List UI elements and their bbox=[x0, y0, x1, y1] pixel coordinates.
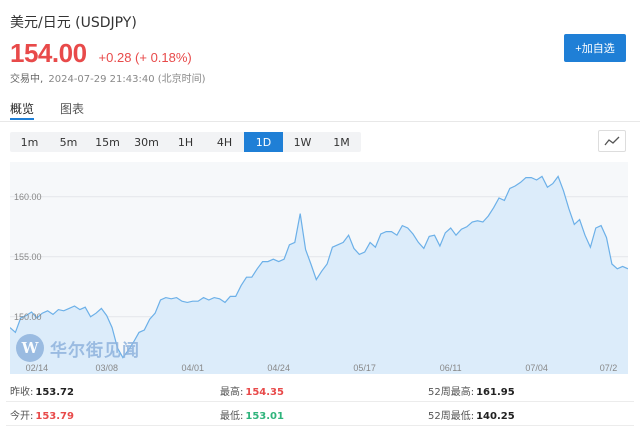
price-chart-svg: 160.00 155.00 150.00 02/14 03/08 04/01 04/24 0… bbox=[10, 162, 628, 374]
y-tick-label: 155.00 bbox=[14, 252, 42, 262]
open-value: 153.79 bbox=[35, 411, 74, 422]
stats-row: 今开: 153.79 最低: 153.01 52周最低: 140.25 bbox=[6, 402, 634, 426]
x-tick-label: 06/11 bbox=[440, 363, 462, 373]
period-4h[interactable]: 4H bbox=[216, 135, 233, 149]
wk52-low-stat: 52周最低: 140.25 bbox=[428, 407, 515, 422]
status-text: 交易中, bbox=[10, 74, 44, 85]
x-tick-label: 05/17 bbox=[353, 363, 376, 373]
line-chart-icon bbox=[604, 136, 620, 146]
add-to-watchlist-button[interactable]: +加自选 bbox=[564, 34, 626, 62]
low-value: 153.01 bbox=[245, 411, 284, 422]
prev-close-value: 153.72 bbox=[35, 387, 74, 398]
wk52-high-value: 161.95 bbox=[476, 387, 515, 398]
wk52-high-stat: 52周最高: 161.95 bbox=[428, 383, 515, 398]
prev-close-stat: 昨收: 153.72 bbox=[10, 383, 74, 398]
period-5m[interactable]: 5m bbox=[59, 135, 78, 149]
last-price: 154.00 bbox=[10, 38, 87, 68]
wallstreetcn-logo-icon: W bbox=[16, 334, 44, 362]
instrument-title: 美元/日元 (USDJPY) bbox=[10, 15, 137, 31]
price-row: 154.00 +0.28 (+ 0.18%) bbox=[10, 38, 192, 69]
x-tick-label: 04/01 bbox=[181, 363, 204, 373]
x-tick-label: 03/08 bbox=[95, 363, 118, 373]
period-1d[interactable]: 1D bbox=[244, 132, 283, 152]
period-15m[interactable]: 15m bbox=[95, 135, 120, 149]
view-tabs: 概览 图表 bbox=[0, 96, 640, 122]
tab-chart[interactable]: 图表 bbox=[60, 102, 85, 116]
quote-stats: 昨收: 153.72 最高: 154.35 52周最高: 161.95 今开: 153.… bbox=[0, 378, 640, 426]
price-chart: 160.00 155.00 150.00 02/14 03/08 04/01 04/24 0… bbox=[10, 162, 628, 374]
period-1w[interactable]: 1W bbox=[293, 135, 312, 149]
stats-row: 昨收: 153.72 最高: 154.35 52周最高: 161.95 bbox=[6, 378, 634, 402]
chart-type-toggle[interactable] bbox=[598, 130, 626, 152]
price-change: +0.28 (+ 0.18%) bbox=[98, 50, 192, 65]
high-label: 最高: bbox=[220, 387, 244, 398]
open-label: 今开: bbox=[10, 411, 34, 422]
x-tick-label: 04/24 bbox=[267, 363, 290, 373]
prev-close-label: 昨收: bbox=[10, 387, 34, 398]
wk52-low-value: 140.25 bbox=[476, 411, 515, 422]
y-tick-label: 160.00 bbox=[14, 192, 42, 202]
price-area bbox=[10, 176, 628, 374]
x-tick-label: 02/14 bbox=[26, 363, 49, 373]
y-tick-label: 150.00 bbox=[14, 312, 42, 322]
wk52-high-label: 52周最高: bbox=[428, 387, 475, 398]
timestamp: 2024-07-29 21:43:40 (北京时间) bbox=[48, 74, 206, 85]
price-line bbox=[10, 175, 628, 359]
low-stat: 最低: 153.01 bbox=[220, 407, 284, 422]
period-1h[interactable]: 1H bbox=[177, 135, 194, 149]
open-stat: 今开: 153.79 bbox=[10, 407, 74, 422]
watermark-text: 华尔街见闻 bbox=[50, 340, 140, 361]
x-tick-label: 07/2 bbox=[600, 363, 618, 373]
period-selector: 1m 5m 15m 30m 1H 4H 1D 1W 1M bbox=[10, 132, 361, 152]
x-tick-label: 07/04 bbox=[525, 363, 548, 373]
high-stat: 最高: 154.35 bbox=[220, 383, 284, 398]
active-tab-indicator bbox=[10, 118, 34, 120]
tab-overview[interactable]: 概览 bbox=[10, 102, 35, 116]
trading-status: 交易中, 2024-07-29 21:43:40 (北京时间) bbox=[10, 70, 208, 85]
watermark: W 华尔街见闻 bbox=[16, 334, 140, 362]
wk52-low-label: 52周最低: bbox=[428, 411, 475, 422]
period-30m[interactable]: 30m bbox=[134, 135, 159, 149]
period-1mo[interactable]: 1M bbox=[333, 135, 350, 149]
high-value: 154.35 bbox=[245, 387, 284, 398]
period-1m[interactable]: 1m bbox=[20, 135, 39, 149]
low-label: 最低: bbox=[220, 411, 244, 422]
